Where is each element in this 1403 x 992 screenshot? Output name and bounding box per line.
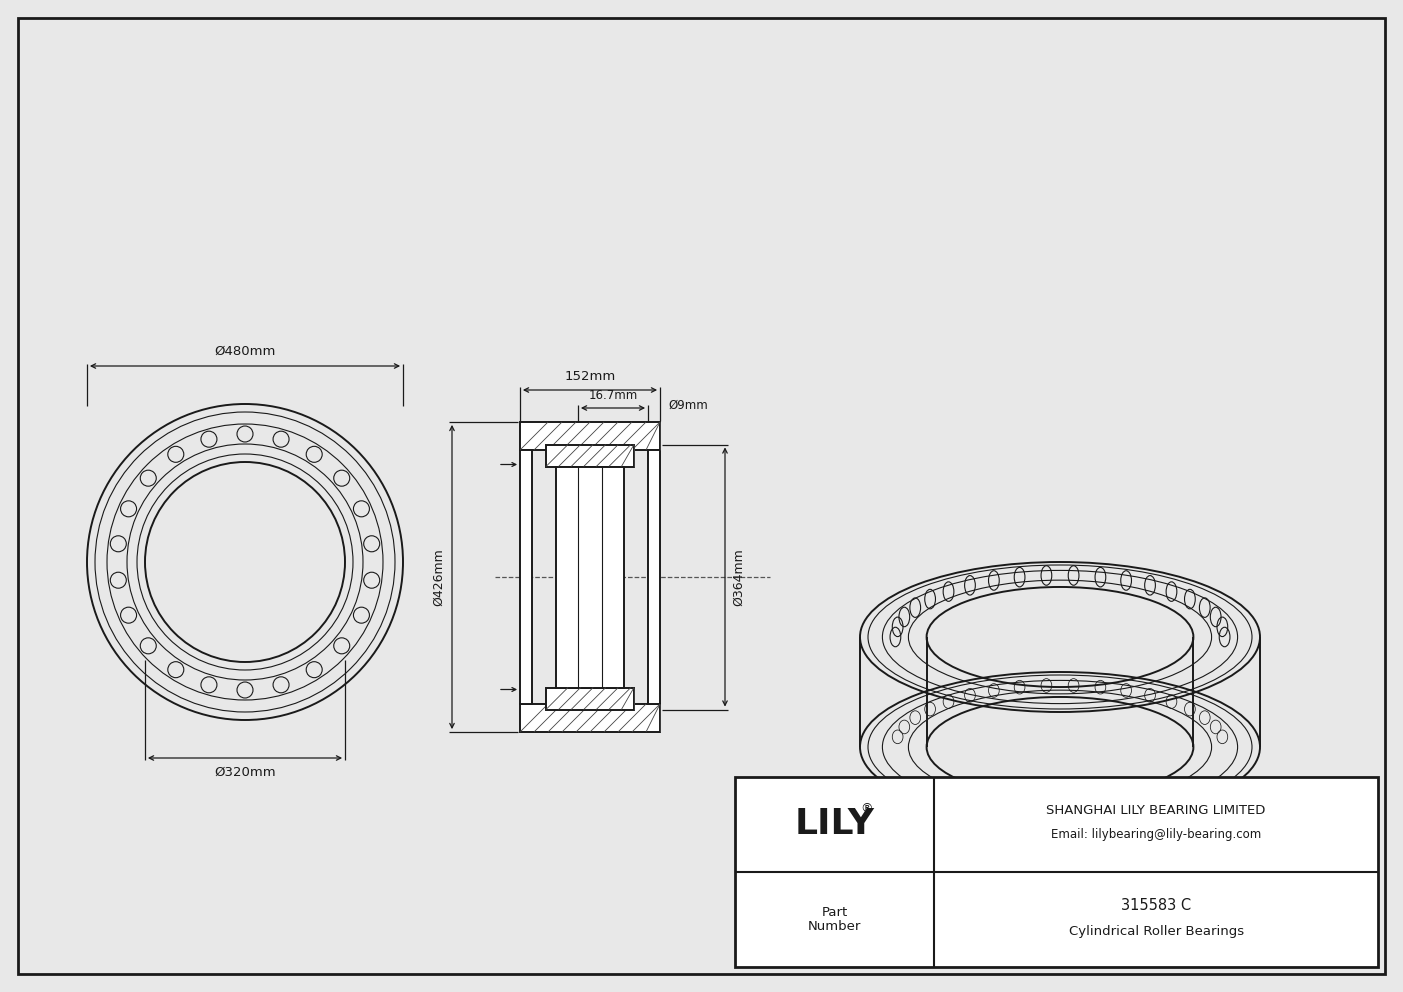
- Bar: [546, 444, 634, 466]
- Text: 152mm: 152mm: [564, 370, 616, 383]
- Text: Ø426mm: Ø426mm: [432, 549, 445, 606]
- Text: Ø480mm: Ø480mm: [215, 345, 275, 358]
- Bar: [556, 466, 624, 687]
- Text: Part
Number: Part Number: [808, 906, 861, 933]
- Text: Ø364mm: Ø364mm: [732, 549, 745, 606]
- Text: Email: lilybearing@lily-bearing.com: Email: lilybearing@lily-bearing.com: [1051, 828, 1261, 841]
- Text: SHANGHAI LILY BEARING LIMITED: SHANGHAI LILY BEARING LIMITED: [1047, 804, 1266, 817]
- Bar: [546, 687, 634, 709]
- Text: ®: ®: [860, 802, 873, 815]
- Bar: [735, 777, 1378, 967]
- Bar: [648, 450, 659, 704]
- Text: Cylindrical Roller Bearings: Cylindrical Roller Bearings: [1069, 925, 1243, 938]
- Text: Ø9mm: Ø9mm: [668, 399, 707, 412]
- Bar: [521, 450, 532, 704]
- Text: 315583 C: 315583 C: [1121, 898, 1191, 913]
- Bar: [521, 422, 659, 450]
- Text: Ø320mm: Ø320mm: [215, 766, 276, 779]
- Bar: [521, 704, 659, 732]
- Text: LILY: LILY: [794, 807, 874, 841]
- Text: 16.7mm: 16.7mm: [588, 389, 637, 402]
